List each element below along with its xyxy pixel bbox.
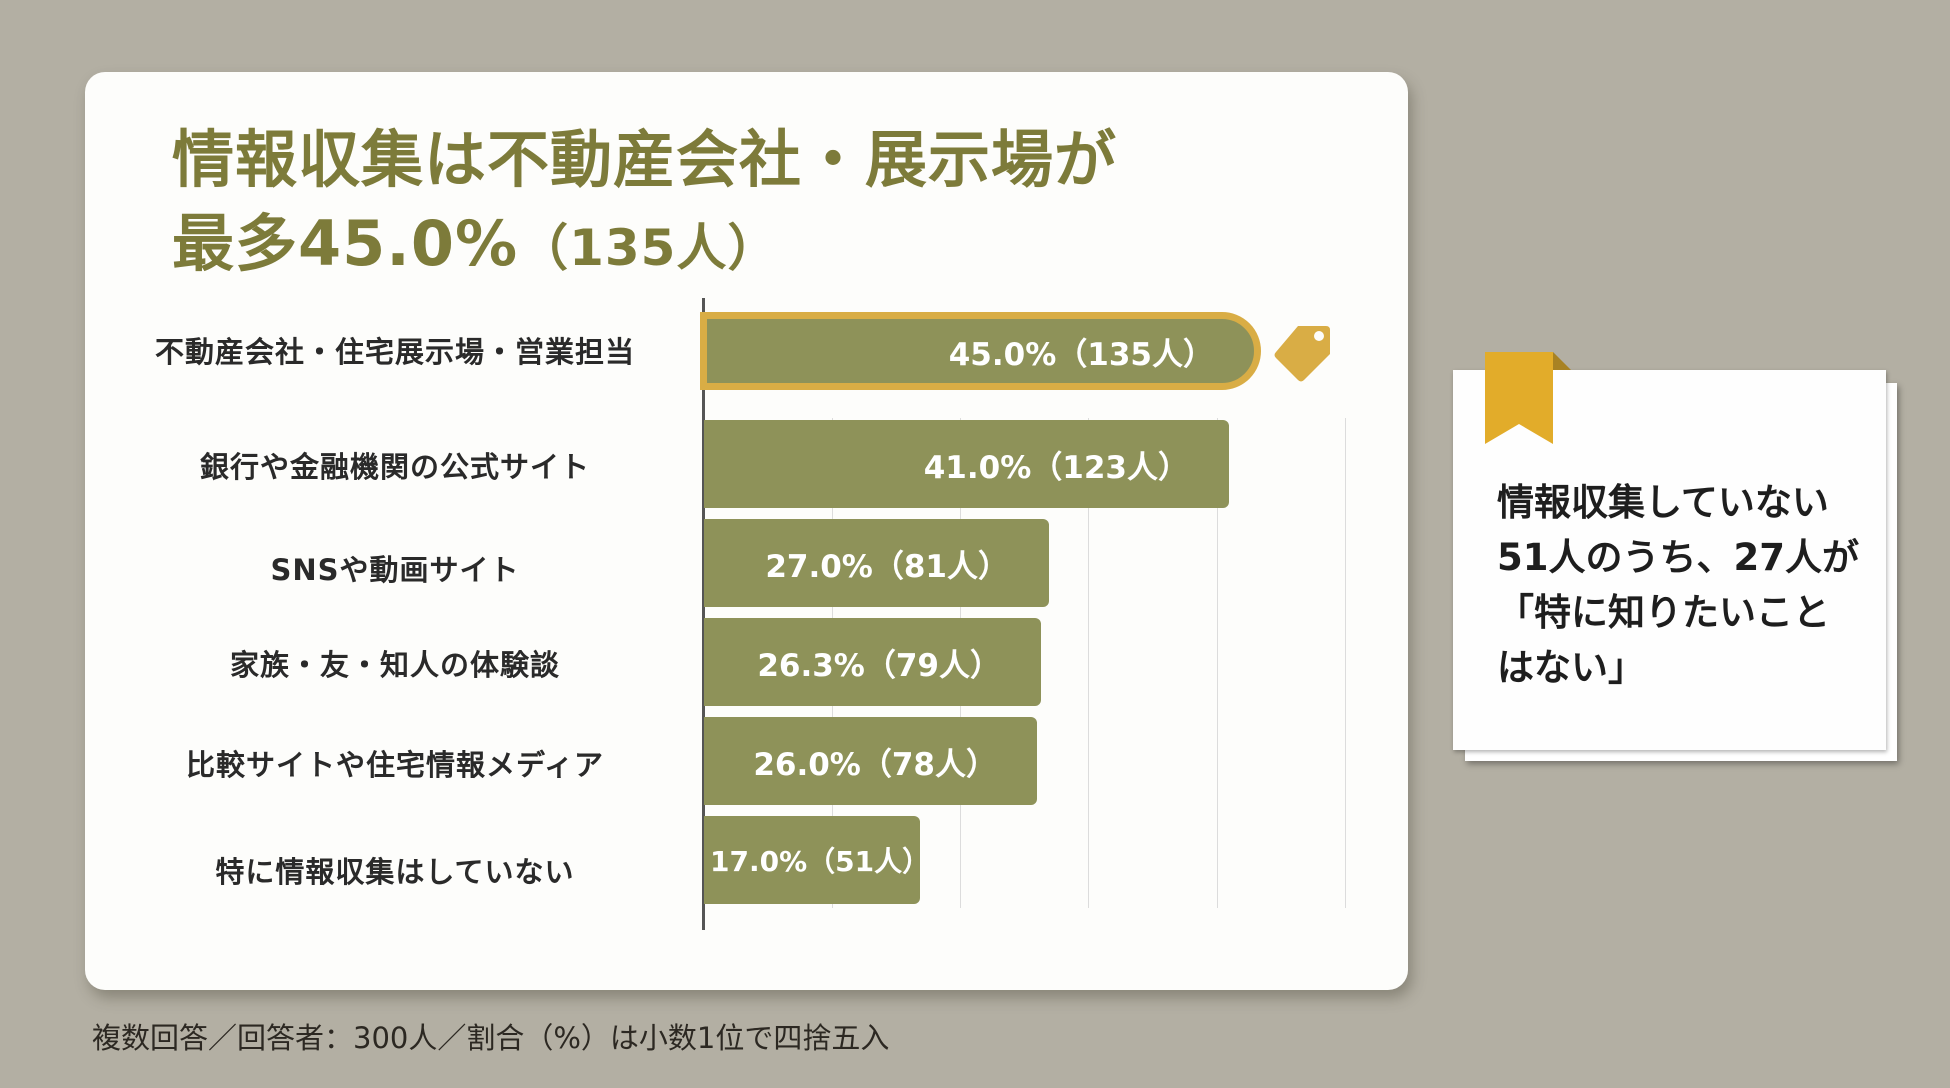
note-line: 情報収集していない [1497, 481, 1829, 524]
title-count: （135人） [518, 219, 779, 277]
title-highlight: 最多45.0% [172, 207, 519, 280]
bar-value-label: 17.0%（51人） [710, 845, 931, 878]
category-label: 特に情報収集はしていない [215, 855, 575, 889]
bar: 26.0%（78人） [704, 717, 1037, 805]
category-label: SNSや動画サイト [270, 553, 520, 587]
note-line: 51人のうち、27人が [1497, 536, 1859, 579]
bar: 17.0%（51人） [704, 816, 930, 904]
footnote: 複数回答／回答者：300人／割合（%）は小数1位で四捨五入 [92, 1021, 890, 1055]
gridline [1217, 418, 1218, 908]
bar-value-label: 26.3%（79人） [757, 647, 1001, 684]
bar-value-label: 41.0%（123人） [923, 449, 1189, 486]
bar-highlighted: 45.0%（135人） [700, 312, 1261, 390]
bookmark-ribbon-icon [1485, 352, 1571, 450]
chart-title: 情報収集は不動産会社・展示場が 最多45.0%（135人） [172, 118, 1117, 290]
category-label: 不動産会社・住宅展示場・営業担当 [154, 335, 635, 369]
note-card [1453, 370, 1886, 750]
gridline [1088, 418, 1089, 908]
gridline [1345, 418, 1346, 908]
category-label: 家族・友・知人の体験談 [229, 648, 560, 682]
category-label: 銀行や金融機関の公式サイト [199, 450, 590, 484]
bar: 27.0%（81人） [704, 519, 1049, 607]
bar: 41.0%（123人） [704, 420, 1229, 508]
note-line: はない」 [1497, 646, 1645, 689]
title-line-1: 情報収集は不動産会社・展示場が [172, 123, 1118, 196]
category-label: 比較サイトや住宅情報メディア [186, 748, 604, 782]
y-axis-line [702, 298, 705, 930]
bar-value-label: 27.0%（81人） [765, 548, 1009, 585]
price-tag-icon [1268, 318, 1334, 388]
note-line: 「特に知りたいこと [1497, 591, 1830, 634]
note-text: 情報収集していない 51人のうち、27人が 「特に知りたいこと はない」 [1497, 475, 1877, 695]
bar-value-label: 26.0%（78人） [753, 746, 997, 783]
bar: 26.3%（79人） [704, 618, 1041, 706]
bar-value-label: 45.0%（135人） [948, 336, 1214, 373]
title-line-2: 最多45.0%（135人） [172, 202, 1117, 290]
